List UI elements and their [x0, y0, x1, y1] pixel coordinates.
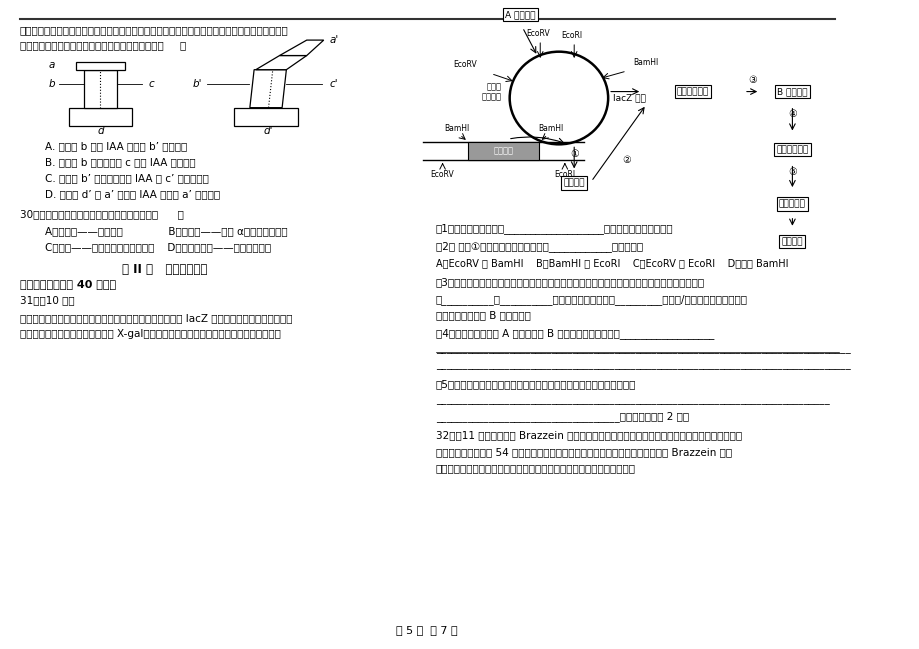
- Text: A．EcoRV 和 BamHI    B．BamHI 和 EcoRI    C．EcoRV 和 EcoRI    D．只用 BamHI: A．EcoRV 和 BamHI B．BamHI 和 EcoRI C．EcoRV …: [436, 258, 788, 268]
- Text: 二、非选择题（共 40 分。）: 二、非选择题（共 40 分。）: [19, 280, 116, 289]
- Text: 注射型疫苗: 注射型疫苗: [778, 200, 805, 209]
- Text: ①: ①: [569, 149, 578, 160]
- Text: C. 胚芽鞘 b’ 侧细胞能运输 IAA 而 c’ 侧细胞不能: C. 胚芽鞘 b’ 侧细胞能运输 IAA 而 c’ 侧细胞不能: [45, 173, 209, 183]
- Text: 入__________和__________，培养一段时间挑选出_________（蓝色/白色）的菌落进一步培: 入__________和__________，培养一段时间挑选出________…: [436, 293, 747, 304]
- Text: （1）乙肝病毒结构中的___________________是激发免疫反应的抗原。: （1）乙肝病毒结构中的___________________是激发免疫反应的抗原…: [436, 223, 673, 234]
- Text: EcoRV: EcoRV: [430, 170, 454, 179]
- Text: _______________________________________________________________________________: ________________________________________…: [436, 344, 850, 354]
- Text: 出现抗体: 出现抗体: [781, 237, 802, 246]
- Text: D. 琼脂块 d’ 从 a’ 中获得 IAA 量小于 a’ 的输出量: D. 琼脂块 d’ 从 a’ 中获得 IAA 量小于 a’ 的输出量: [45, 190, 221, 199]
- Text: B 大肠杆菌: B 大肠杆菌: [777, 87, 807, 96]
- Text: d: d: [97, 127, 104, 136]
- Text: 重组质粒: 重组质粒: [562, 178, 584, 188]
- Text: （2） 过程①选用的限制酶方案可以是____________（多选）。: （2） 过程①选用的限制酶方案可以是____________（多选）。: [436, 241, 642, 252]
- Text: （5）科学家们首先选择了大肠杆菌作为受体细胞，这是因为微生物具有: （5）科学家们首先选择了大肠杆菌作为受体细胞，这是因为微生物具有: [436, 379, 635, 389]
- Text: lacZ 基因: lacZ 基因: [613, 93, 645, 103]
- Text: 乙肝病毒外壳: 乙肝病毒外壳: [776, 145, 808, 154]
- Polygon shape: [255, 56, 306, 69]
- Text: a': a': [329, 35, 338, 45]
- Polygon shape: [250, 69, 286, 108]
- Bar: [69, 108, 132, 126]
- Text: （4）从分子水平写出 A 大肠杆菌与 B 大肠杆菌的三点不同：__________________: （4）从分子水平写出 A 大肠杆菌与 B 大肠杆菌的三点不同：_________…: [436, 328, 713, 339]
- Text: ④: ④: [788, 109, 796, 119]
- Text: b': b': [193, 79, 202, 90]
- Text: 在数种细菌、真菌和高等植物、动物细胞中都能表达。请回答下列问题：: 在数种细菌、真菌和高等植物、动物细胞中都能表达。请回答下列问题：: [436, 463, 635, 473]
- Text: ②: ②: [622, 155, 630, 165]
- Text: EcoRI: EcoRI: [561, 31, 582, 40]
- Bar: [75, 62, 125, 69]
- Text: 31．（10 分）: 31．（10 分）: [19, 295, 74, 306]
- Text: EcoRI: EcoRI: [553, 170, 574, 179]
- Text: BamHI: BamHI: [444, 124, 469, 133]
- Bar: [468, 141, 539, 160]
- Text: 导入大肠杆菌: 导入大肠杆菌: [676, 87, 709, 96]
- Bar: [234, 108, 298, 126]
- Text: ⑤: ⑤: [788, 167, 796, 177]
- Text: 第 5 页  共 7 页: 第 5 页 共 7 页: [396, 624, 458, 635]
- Text: c': c': [329, 79, 338, 90]
- Text: EcoRV: EcoRV: [453, 60, 477, 69]
- Text: 小的蛋白质，它含有 54 个氨基酸，是目前最好的糖类替代品。迄今为止，已发现 Brazzein 基因: 小的蛋白质，它含有 54 个氨基酸，是目前最好的糖类替代品。迄今为止，已发现 B…: [436, 447, 732, 457]
- Text: _______________________________________________________________________________: ________________________________________…: [436, 360, 850, 370]
- Text: ___________________________________________________________________________: ________________________________________…: [436, 395, 829, 405]
- Text: 同样条件下，在黑暗中放置一段时间后，对照组胚芽鞘无弯曲生长，实验组胚芽鞘发生弯曲生长，: 同样条件下，在黑暗中放置一段时间后，对照组胚芽鞘无弯曲生长，实验组胚芽鞘发生弯曲…: [19, 25, 289, 35]
- Text: c: c: [149, 79, 154, 90]
- Text: ___________________________________的优点。（写出 2 点）: ___________________________________的优点。（…: [436, 411, 688, 422]
- Text: 如图所示。根据实验结果判断，下列叙述正确的是（     ）: 如图所示。根据实验结果判断，下列叙述正确的是（ ）: [19, 40, 186, 50]
- Text: 养获得大量目的菌 B 大肠杆菌。: 养获得大量目的菌 B 大肠杆菌。: [436, 310, 530, 320]
- Text: 目的基因: 目的基因: [494, 146, 513, 155]
- Text: A. 胚芽鞘 b 侧的 IAA 含量与 b’ 侧的相等: A. 胚芽鞘 b 侧的 IAA 含量与 b’ 侧的相等: [45, 141, 187, 151]
- Text: 青霍素
抗性基因: 青霍素 抗性基因: [481, 82, 501, 101]
- Polygon shape: [279, 40, 323, 56]
- Text: b: b: [49, 79, 55, 90]
- Text: d': d': [264, 127, 273, 136]
- Text: 30．下列有关植物激素及其应用对应正确的是（      ）: 30．下列有关植物激素及其应用对应正确的是（ ）: [19, 209, 184, 219]
- Text: C．乙烯——促进果实的发育和成熟    D．细胞分裂素——获得无子番茄: C．乙烯——促进果实的发育和成熟 D．细胞分裂素——获得无子番茄: [45, 242, 271, 252]
- Text: 32．（11 分）甜味蛋白 Brazzein 是从一种西非热带植物的果实中分离得到的一种相对分子质量较: 32．（11 分）甜味蛋白 Brazzein 是从一种西非热带植物的果实中分离得…: [436, 431, 741, 441]
- Text: a: a: [49, 60, 55, 69]
- Text: B. 胚芽鞘 b 侧与胚芽鞘 c 侧的 IAA 含量不同: B. 胚芽鞘 b 侧与胚芽鞘 c 侧的 IAA 含量不同: [45, 157, 196, 167]
- Text: EcoRV: EcoRV: [526, 29, 549, 38]
- Text: A 大肠杆菌: A 大肠杆菌: [505, 10, 536, 19]
- Text: （3）为了筛选含目的基因的重组质粒的大肠杆菌，可在培养大肠杆菌的通用培养基中还应额外加: （3）为了筛选含目的基因的重组质粒的大肠杆菌，可在培养大肠杆菌的通用培养基中还应…: [436, 278, 704, 288]
- Text: ③: ③: [747, 75, 756, 85]
- Text: BamHI: BamHI: [633, 58, 658, 67]
- Text: 第 II 卷   非选择题部分: 第 II 卷 非选择题部分: [121, 263, 207, 276]
- Text: 后，细菌可利用加入培养基的物质 X-gal，菌落显现出蓝色；若无该基因，菌落则成白色。: 后，细菌可利用加入培养基的物质 X-gal，菌落显现出蓝色；若无该基因，菌落则成…: [19, 329, 280, 339]
- Bar: [85, 69, 117, 108]
- Text: A．脆落酸——麦田除草              B．赤霍素——促进 α－淠粉酶的产生: A．脆落酸——麦田除草 B．赤霍素——促进 α－淠粉酶的产生: [45, 226, 288, 236]
- Text: BamHI: BamHI: [538, 124, 562, 133]
- Text: 下图为「乙肝基因工程疫苗」的生产和使用过程，选用带有 lacZ 基因的质粒，则质粒导入细菌: 下图为「乙肝基因工程疫苗」的生产和使用过程，选用带有 lacZ 基因的质粒，则质…: [19, 313, 292, 323]
